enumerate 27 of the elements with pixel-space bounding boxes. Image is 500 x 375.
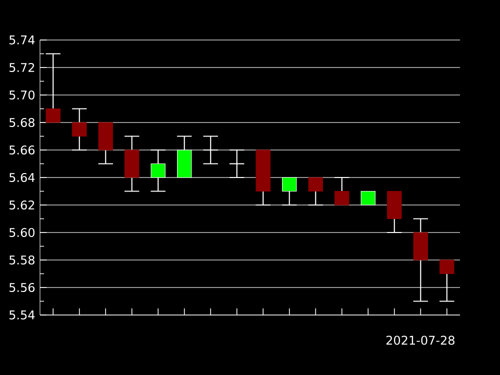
y-tick-label: 5.58 [9,255,34,265]
y-tick-label: 5.60 [9,228,34,238]
candlestick [386,190,402,234]
candlestick [360,190,376,206]
y-tick-label: 5.70 [9,90,34,100]
candlestick [228,149,245,178]
candlestick [71,108,88,151]
candlestick [202,136,219,164]
candlestick [255,150,272,206]
candlestick [124,136,140,192]
y-tick-label: 5.62 [9,200,34,210]
text: 2021-07-28 [386,336,454,345]
y-tick-label: 5.66 [9,145,35,155]
candlestick [412,218,429,302]
y-tick-label: 5.68 [9,118,34,128]
y-tick-label: 5.56 [9,282,35,292]
y-tick-label: 5.64 [9,172,35,182]
candlestick [438,260,455,302]
y-tick-label: 5.54 [9,310,35,320]
y-tick-label: 5.74 [9,36,35,44]
candlestick [98,122,114,164]
candlestick [150,149,166,192]
y-tick-label: 5.72 [9,62,34,72]
candlestick [308,177,324,206]
candlestick [281,177,298,206]
candlestick [176,136,192,178]
candlestick [334,176,350,206]
